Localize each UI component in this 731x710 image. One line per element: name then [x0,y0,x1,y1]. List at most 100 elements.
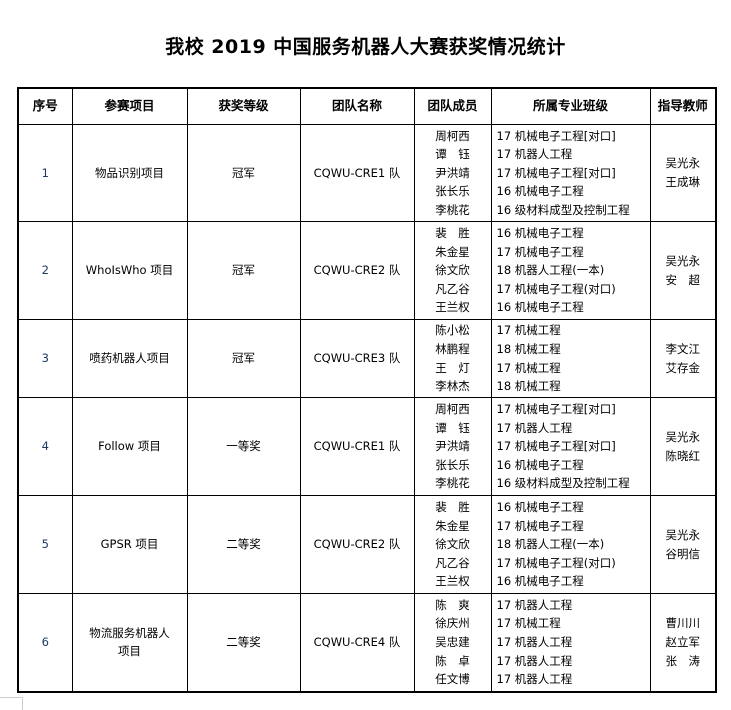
cell-line: 陈 爽 [435,597,470,612]
cell-line: 项目 [118,644,141,659]
cell-line: 17 机械电子工程(对口) [496,281,616,296]
cell-line: 陈 卓 [435,653,470,668]
header-class: 所属专业班级 [490,87,651,125]
cell-line: 17 机械工程 [496,360,561,375]
team-cell: CQWU-CRE2 队 [299,495,415,594]
award-cell: 二等奖 [186,495,301,594]
header-team: 团队名称 [299,87,415,125]
cell-line: 王 灯 [435,360,470,375]
cell-line: 林鹏程 [435,341,470,356]
cell-line: 18 机械工程 [496,379,561,394]
header-row: 序号 参赛项目 获奖等级 团队名称 团队成员 所属专业班级 指导教师 [17,87,717,125]
cell-line: 吴光永 [665,429,701,444]
cell-line: 徐文欣 [435,537,470,552]
cell-line: 18 机器人工程(一本) [496,537,605,552]
cell-line: 16 级材料成型及控制工程 [496,202,630,217]
cell-line: 李林杰 [435,379,470,394]
table-row: 1 物品识别项目 冠军 CQWU-CRE1 队周柯西谭 钰尹洪靖 张长乐 李桃花 17 机械… [17,124,717,222]
cell-line: 裴 胜 [435,226,470,241]
cell-line: 尹洪靖 [435,165,470,180]
header-members: 团队成员 [413,87,492,125]
teacher-cell: 曹川川 赵立军张 涛 [649,593,717,692]
cell-line: 谭 钰 [435,420,470,435]
cell-line: 吴忠建 [435,634,470,649]
cell-line: 17 机械电子工程[对口] [496,439,616,454]
project-cell: 物品识别项目 [71,124,188,222]
cell-line: Follow 项目 [98,439,161,454]
project-cell: Follow 项目 [71,397,188,496]
cell-line: 王成琳 [665,175,701,189]
cell-line: 17 机械电子工程(对口) [496,555,616,570]
award-cell: 二等奖 [186,593,301,692]
cell-line: 任文博 [435,672,470,687]
cell-line: 曹川川 [665,616,701,631]
project-cell: WhoIsWho 项目 [71,221,188,320]
members-cell: 陈小松林鹏程王 灯李林杰 [413,319,492,398]
cell-line: 17 机械电子工程[对口] [496,128,616,143]
cell-line: 徐庆州 [435,616,470,631]
cell-line: 尹洪靖 [435,439,470,454]
cell-line: 朱金星 [435,518,470,533]
table-row: 3 喷药机器人项目 冠军 CQWU-CRE3 队陈小松 林鹏程王 灯李林杰 17 机械工程… [17,319,717,398]
cell-line: 周柯西 [435,402,470,417]
cell-line: 物流服务机器人 [89,625,170,640]
members-cell: 周柯西谭 钰尹洪靖 张长乐 李桃花 [413,124,492,222]
cell-line: 17 机器人工程 [496,597,573,612]
cell-line: 吴光永 [665,253,701,268]
members-cell: 周柯西谭 钰尹洪靖张长乐李桃花 [413,397,492,496]
cell-line: 17 机械电子工程[对口] [496,402,616,417]
cell-line: 王兰权 [435,574,470,589]
cell-line: 17 机械工程 [496,616,561,631]
cell-line: 朱金星 [435,244,470,259]
teacher-cell: 吴光永 陈晓红 [649,397,717,496]
teacher-cell: 吴光永 王成琳 [649,124,717,222]
cell-line: 17 机器人工程 [496,420,573,435]
cell-line: 16 机械电子工程 [496,500,584,515]
cell-line: 赵立军 [665,634,701,649]
project-cell: 喷药机器人项目 [71,319,188,398]
cell-line: 谷明信 [665,546,701,561]
cell-line: 陈晓红 [665,448,701,463]
serial-cell: 3 [17,319,73,398]
cell-line: 16 机械电子工程 [496,184,584,199]
members-cell: 裴 胜朱金星 徐文欣 凡乙谷 王兰权 [413,221,492,320]
cell-line: 16 机械电子工程 [496,300,584,315]
cell-line: 张长乐 [435,184,470,199]
cell-line: 徐文欣 [435,263,470,278]
cell-line: 17 机器人工程 [496,672,573,687]
team-cell: CQWU-CRE2 队 [299,221,415,320]
class-cell: 17 机器人工程 17 机械工程 17 机器人工程 17 机器人工程 17 机器人工程 [490,593,651,692]
cell-line: 凡乙谷 [435,555,470,570]
project-cell: GPSR 项目 [71,495,188,594]
project-cell: 物流服务机器人 项目 [71,593,188,692]
header-award: 获奖等级 [186,87,301,125]
cell-line: WhoIsWho 项目 [85,263,174,278]
cell-line: 陈小松 [435,323,470,338]
award-cell: 冠军 [186,319,301,398]
awards-table: 序号 参赛项目 获奖等级 团队名称 团队成员 所属专业班级 指导教师 1 物品识别项目 冠军 CQ… [17,87,717,693]
teacher-cell: 吴光永安 超 [649,221,717,320]
cell-line: 16 机械电子工程 [496,457,584,472]
cell-line: 18 机器人工程(一本) [496,263,605,278]
class-cell: 16 机械电子工程 17 机械电子工程 18 机器人工程(一本) 17 机械电子工程(… [490,221,651,320]
cell-line: 张长乐 [435,457,470,472]
cell-line: 16 级材料成型及控制工程 [496,476,630,491]
class-cell: 17 机械电子工程[对口] 17 机器人工程 17 机械电子工程[对口] 16 机械电… [490,397,651,496]
cell-line: 李桃花 [435,476,470,491]
cell-line: 李文江 [665,341,701,356]
cell-line: 17 机器人工程 [496,147,573,162]
members-cell: 陈 爽徐庆州吴忠建陈 卓任文博 [413,593,492,692]
class-cell: 17 机械电子工程[对口] 17 机器人工程 17 机械电子工程[对口] 16 机械电… [490,124,651,222]
cell-line: 17 机器人工程 [496,634,573,649]
table-row: 5 GPSR 项目 二等奖 CQWU-CRE2 队裴 胜朱金星 徐文欣 凡乙谷 王兰权 16 … [17,495,717,594]
cell-line: 艾存金 [665,360,701,375]
cell-line: 吴光永 [665,527,701,542]
page-corner-mark [0,697,23,710]
cell-line: 17 机械工程 [496,323,561,338]
cell-line: 凡乙谷 [435,281,470,296]
cell-line: GPSR 项目 [100,537,159,552]
header-serial: 序号 [17,87,73,125]
table-row: 4 Follow 项目 一等奖 CQWU-CRE1 队周柯西谭 钰尹洪靖 张长乐 李桃花 1… [17,397,717,496]
serial-cell: 5 [17,495,73,594]
cell-line: 17 机器人工程 [496,653,573,668]
